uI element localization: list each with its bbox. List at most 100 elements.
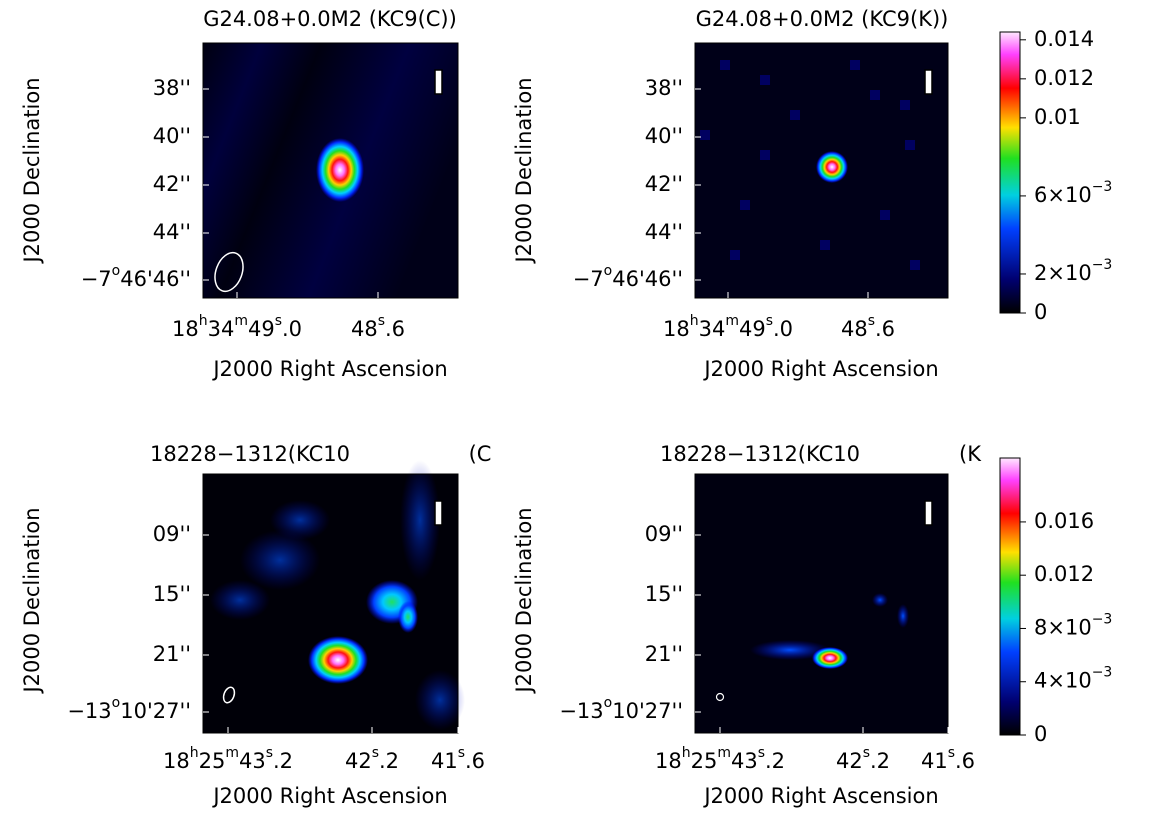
beam-ellipse [214, 251, 244, 293]
y-tick-label: 40'' [645, 124, 683, 148]
x-tick-label-part: s [372, 745, 379, 761]
y-tick-label-part: 15'' [645, 582, 683, 606]
x-tick-label-part: 25 [691, 749, 718, 773]
noise-cell [760, 75, 770, 85]
y-axis-label: J2000 Declination [512, 507, 536, 694]
y-tick-label: 15'' [153, 582, 191, 606]
y-tick-label-part: −13 [559, 699, 603, 723]
x-tick-label-part: h [199, 313, 208, 329]
x-tick-label-part: 18 [172, 317, 199, 341]
y-tick-label-part: 46'46'' [120, 267, 191, 291]
faint-emission [240, 530, 320, 590]
colorbar-tick-label-part: 6×10 [1034, 183, 1092, 207]
x-tick-label-part: s [948, 745, 955, 761]
noise-cell [760, 150, 770, 160]
x-tick-label: 48s.6 [351, 313, 405, 341]
panel-title: G24.08+0.0M2 (KC9(K)) [696, 7, 949, 31]
y-tick-label-part: 40'' [153, 124, 191, 148]
x-tick-label: 18h25m43s.2 [163, 745, 293, 773]
x-tick-label-part: s [863, 745, 870, 761]
x-tick-label-part: h [682, 745, 691, 761]
x-axis-label: J2000 Right Ascension [702, 784, 938, 808]
y-tick-label: 15'' [645, 582, 683, 606]
x-tick-label: 18h34m49s.0 [663, 313, 793, 341]
y-axis-label: J2000 Declination [512, 77, 536, 264]
y-tick-label: −13o10'27'' [67, 695, 191, 723]
image-frame [202, 42, 459, 299]
x-tick-label-part: s [766, 313, 773, 329]
x-tick-label-part: 42 [345, 749, 372, 773]
x-tick-label-part: 49 [739, 317, 766, 341]
colorbar-tick-label-part: 4×10 [1034, 669, 1092, 693]
colorbar-tick-label: 8×10−3 [1034, 611, 1112, 639]
y-axis-label: J2000 Declination [20, 507, 44, 694]
x-tick-label-part: 34 [699, 317, 726, 341]
colorbar-tick-label: 0.016 [1034, 509, 1094, 533]
x-tick-label-part: s [758, 745, 765, 761]
y-tick-label: 42'' [153, 172, 191, 196]
y-tick-label: 44'' [153, 220, 191, 244]
x-tick-label-part: h [190, 745, 199, 761]
source-emission [816, 151, 848, 183]
y-tick-label-part: o [604, 695, 613, 711]
x-axis-label: J2000 Right Ascension [211, 784, 447, 808]
y-tick-label-part: −13 [67, 699, 111, 723]
y-tick-label-part: 46'46'' [612, 267, 683, 291]
y-tick-label-part: 38'' [153, 76, 191, 100]
y-tick-label-part: 42'' [645, 172, 683, 196]
colorbar-tick-label-part: 0.012 [1034, 66, 1094, 90]
x-tick-label-part: 43 [239, 749, 266, 773]
y-tick-label-part: 21'' [645, 642, 683, 666]
colorbar-tick-label: 0.012 [1034, 66, 1094, 90]
colorbar-tick-label: 0 [1034, 722, 1047, 746]
x-tick-label-part: s [266, 745, 273, 761]
y-tick-label: 40'' [153, 124, 191, 148]
noise-cell [900, 100, 910, 110]
colorbar-tick-label-part: −3 [1092, 611, 1113, 627]
x-tick-label-part: .6 [875, 317, 895, 341]
x-tick-label-part: .0 [282, 317, 302, 341]
x-tick-label-part: 41 [921, 749, 948, 773]
source-emission [308, 636, 368, 684]
faint-emission [210, 580, 270, 620]
y-tick-label: 21'' [153, 642, 191, 666]
x-tick-label: 48s.6 [841, 313, 895, 341]
x-tick-label-part: .2 [870, 749, 890, 773]
x-tick-label: 41s.6 [431, 745, 485, 773]
image-background [695, 474, 948, 733]
y-tick-label: 09'' [645, 522, 683, 546]
x-tick-label: 41s.6 [921, 745, 975, 773]
x-axis-label: J2000 Right Ascension [211, 357, 447, 381]
colorbar-tick-label-part: 0.012 [1034, 562, 1094, 586]
x-tick-label-part: 18 [655, 749, 682, 773]
noise-cell [910, 260, 920, 270]
colorbar-tick-label-part: 8×10 [1034, 615, 1092, 639]
beam-ellipse [715, 692, 725, 702]
y-tick-label-part: 10'27'' [612, 699, 683, 723]
x-tick-label-part: 41 [431, 749, 458, 773]
y-tick-label-part: 40'' [645, 124, 683, 148]
colorbar-tick-label-part: 0 [1034, 300, 1047, 324]
noise-cell [880, 210, 890, 220]
y-tick-label-part: −7 [573, 267, 604, 291]
x-tick-label-part: 25 [199, 749, 226, 773]
x-tick-label-part: s [458, 745, 465, 761]
noise-cell [905, 140, 915, 150]
y-tick-label: 38'' [645, 76, 683, 100]
x-tick-label-part: 43 [731, 749, 758, 773]
noise-cell [850, 60, 860, 70]
x-tick-label-part: .2 [273, 749, 293, 773]
faint-emission [270, 500, 330, 540]
x-tick-label-part: 48 [351, 317, 378, 341]
y-axis-label: J2000 Declination [20, 77, 44, 264]
x-tick-label-part: m [225, 745, 239, 761]
colorbar-tick-label-part: −3 [1092, 179, 1113, 195]
colorbar-tick-label: 4×10−3 [1034, 665, 1112, 693]
y-tick-label: −7o46'46'' [573, 263, 683, 291]
y-tick-label-part: 42'' [153, 172, 191, 196]
y-tick-label-part: 15'' [153, 582, 191, 606]
panel-title-suffix: (K [959, 442, 982, 466]
noise-cell [820, 240, 830, 250]
image-frame [694, 42, 949, 299]
y-tick-label-part: 10'27'' [120, 699, 191, 723]
